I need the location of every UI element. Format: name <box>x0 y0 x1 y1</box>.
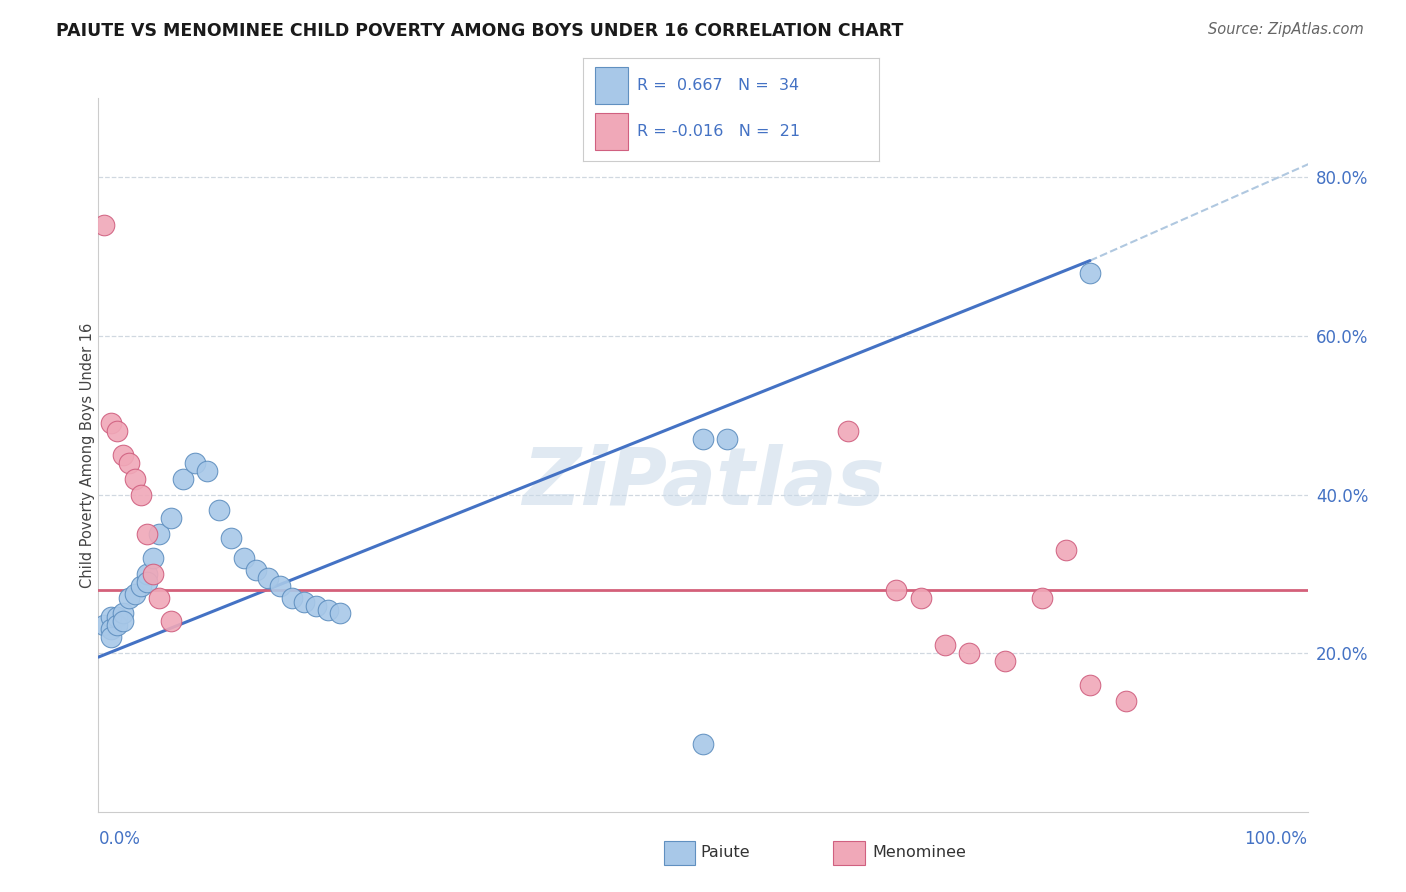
Bar <box>664 841 695 864</box>
Point <box>269 579 291 593</box>
Point <box>142 551 165 566</box>
Point <box>129 579 152 593</box>
Point <box>124 587 146 601</box>
Point <box>105 618 128 632</box>
Point <box>105 424 128 438</box>
Point <box>256 571 278 585</box>
Point <box>184 456 207 470</box>
Point <box>692 432 714 446</box>
Bar <box>595 67 627 104</box>
Point <box>100 416 122 430</box>
Point <box>135 566 157 581</box>
Point <box>957 646 980 660</box>
Text: R = -0.016   N =  21: R = -0.016 N = 21 <box>637 124 800 139</box>
Point <box>100 623 122 637</box>
Point <box>195 464 218 478</box>
Point <box>111 448 134 462</box>
Point <box>692 737 714 751</box>
Point <box>245 563 267 577</box>
Point <box>716 432 738 446</box>
Point <box>837 424 859 438</box>
Point <box>135 574 157 589</box>
Point <box>118 456 141 470</box>
Text: R =  0.667   N =  34: R = 0.667 N = 34 <box>637 78 799 93</box>
Bar <box>834 841 865 864</box>
Y-axis label: Child Poverty Among Boys Under 16: Child Poverty Among Boys Under 16 <box>80 322 94 588</box>
Point <box>160 511 183 525</box>
Bar <box>595 113 627 150</box>
Point <box>1031 591 1053 605</box>
Point <box>232 551 254 566</box>
Point <box>934 638 956 652</box>
Point <box>221 531 243 545</box>
Point <box>316 602 339 616</box>
Point <box>142 566 165 581</box>
Point <box>148 527 170 541</box>
Point <box>172 472 194 486</box>
Point <box>118 591 141 605</box>
Point <box>886 582 908 597</box>
Point <box>910 591 932 605</box>
Point <box>994 654 1017 668</box>
Text: Paiute: Paiute <box>700 846 749 860</box>
Point <box>135 527 157 541</box>
Point <box>1078 266 1101 280</box>
Point <box>111 615 134 629</box>
Point <box>1078 678 1101 692</box>
Point <box>292 594 315 608</box>
Point <box>305 599 328 613</box>
Text: PAIUTE VS MENOMINEE CHILD POVERTY AMONG BOYS UNDER 16 CORRELATION CHART: PAIUTE VS MENOMINEE CHILD POVERTY AMONG … <box>56 22 904 40</box>
Text: ZiPatlas: ZiPatlas <box>522 444 884 523</box>
Point <box>111 607 134 621</box>
Text: 0.0%: 0.0% <box>98 830 141 847</box>
Point <box>100 630 122 644</box>
Text: Source: ZipAtlas.com: Source: ZipAtlas.com <box>1208 22 1364 37</box>
Point <box>1115 694 1137 708</box>
Point <box>281 591 304 605</box>
Point <box>100 610 122 624</box>
Point <box>93 618 115 632</box>
Point <box>93 218 115 232</box>
Point <box>160 615 183 629</box>
Point <box>329 607 352 621</box>
Point <box>1054 543 1077 558</box>
Text: 100.0%: 100.0% <box>1244 830 1308 847</box>
Point <box>208 503 231 517</box>
Text: Menominee: Menominee <box>873 846 967 860</box>
Point <box>124 472 146 486</box>
Point <box>105 610 128 624</box>
Point <box>129 487 152 501</box>
Point <box>148 591 170 605</box>
